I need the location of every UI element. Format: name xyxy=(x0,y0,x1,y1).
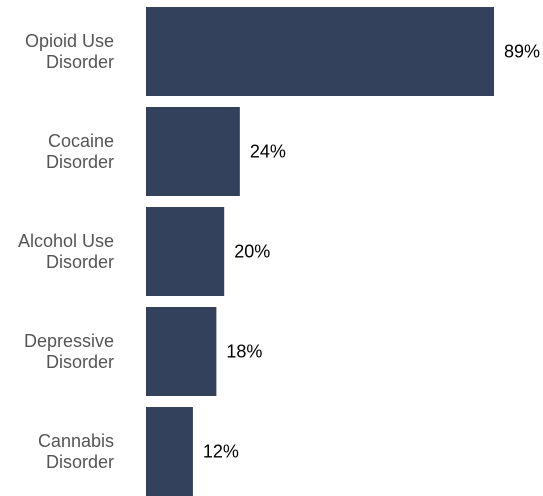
category-label-line: Disorder xyxy=(46,52,114,72)
category-label-line: Cocaine xyxy=(48,131,114,151)
category-label-line: Opioid Use xyxy=(25,31,114,51)
category-label: Depressive Disorder xyxy=(24,331,114,372)
data-label: 20% xyxy=(234,242,270,262)
category-label-line: Disorder xyxy=(46,252,114,272)
bar-2 xyxy=(146,207,225,296)
category-label-line: Alcohol Use xyxy=(18,231,114,251)
data-label: 89% xyxy=(504,42,540,62)
category-label: Cannabis Disorder xyxy=(38,431,114,472)
bar-4 xyxy=(146,407,193,496)
category-label-line: Disorder xyxy=(46,452,114,472)
category-label-line: Depressive xyxy=(24,331,114,351)
category-label-line: Cannabis xyxy=(38,431,114,451)
data-label: 12% xyxy=(203,442,239,462)
category-label-line: Disorder xyxy=(46,352,114,372)
category-label: Cocaine Disorder xyxy=(46,131,114,172)
bar-0 xyxy=(146,7,494,96)
data-label: 24% xyxy=(250,142,286,162)
data-label: 18% xyxy=(226,342,262,362)
bar-1 xyxy=(146,107,240,196)
category-label: Alcohol Use Disorder xyxy=(18,231,114,272)
bar-3 xyxy=(146,307,217,396)
category-label: Opioid Use Disorder xyxy=(25,31,114,72)
category-label-line: Disorder xyxy=(46,152,114,172)
